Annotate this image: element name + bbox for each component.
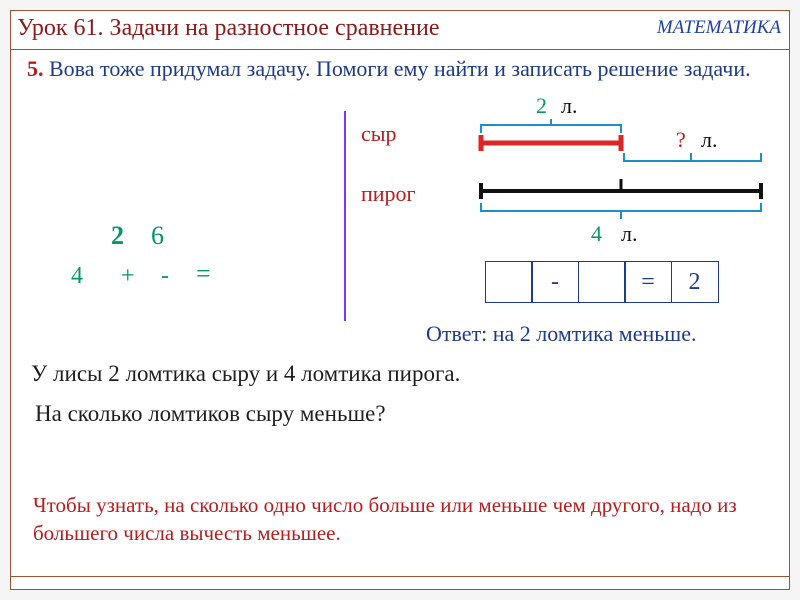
scratch-6: 6 <box>151 221 164 251</box>
scratch-2: 2 <box>111 221 124 251</box>
scratch-plus: + <box>121 263 135 290</box>
cheese-label: сыр <box>361 121 397 147</box>
eq-cell-4: 2 <box>671 261 719 303</box>
lesson-title: Урок 61. Задачи на разностное сравнение <box>17 15 440 42</box>
bar-diagram: 2 л. ? л. 4 л. <box>451 91 771 271</box>
subject-label: МАТЕМАТИКА <box>657 17 781 39</box>
slide-page: Урок 61. Задачи на разностное сравнение … <box>10 10 790 590</box>
unit-1: л. <box>561 93 577 118</box>
unknown-mark: ? <box>676 127 686 152</box>
scratch-4: 4 <box>71 263 83 290</box>
unit-3: л. <box>621 221 637 246</box>
pie-value: 4 <box>591 221 602 246</box>
scratch-eq: = <box>196 259 211 289</box>
eq-cell-1: - <box>531 261 579 303</box>
task-body: Вова тоже придумал задачу. Помоги ему на… <box>44 56 751 81</box>
vertical-divider <box>344 111 346 321</box>
equation-row: - = 2 <box>486 261 719 303</box>
footer-line <box>11 576 789 577</box>
given-line-2: На сколько ломтиков сыру меньше? <box>35 401 386 427</box>
given-line-1: У лисы 2 ломтика сыру и 4 ломтика пирога… <box>31 361 460 387</box>
rule-text: Чтобы узнать, на сколько одно число боль… <box>33 491 773 548</box>
eq-cell-3: = <box>624 261 672 303</box>
unit-2: л. <box>701 127 717 152</box>
answer-line: Ответ: на 2 ломтика меньше. <box>426 321 696 347</box>
title-bar: Урок 61. Задачи на разностное сравнение … <box>11 11 789 50</box>
scratch-minus: - <box>161 263 169 290</box>
task-text: 5. Вова тоже придумал задачу. Помоги ему… <box>27 55 787 84</box>
pie-label: пирог <box>361 181 416 207</box>
eq-cell-2 <box>578 261 626 303</box>
task-number: 5. <box>27 56 44 81</box>
eq-cell-0 <box>485 261 533 303</box>
cheese-value: 2 <box>536 93 547 118</box>
